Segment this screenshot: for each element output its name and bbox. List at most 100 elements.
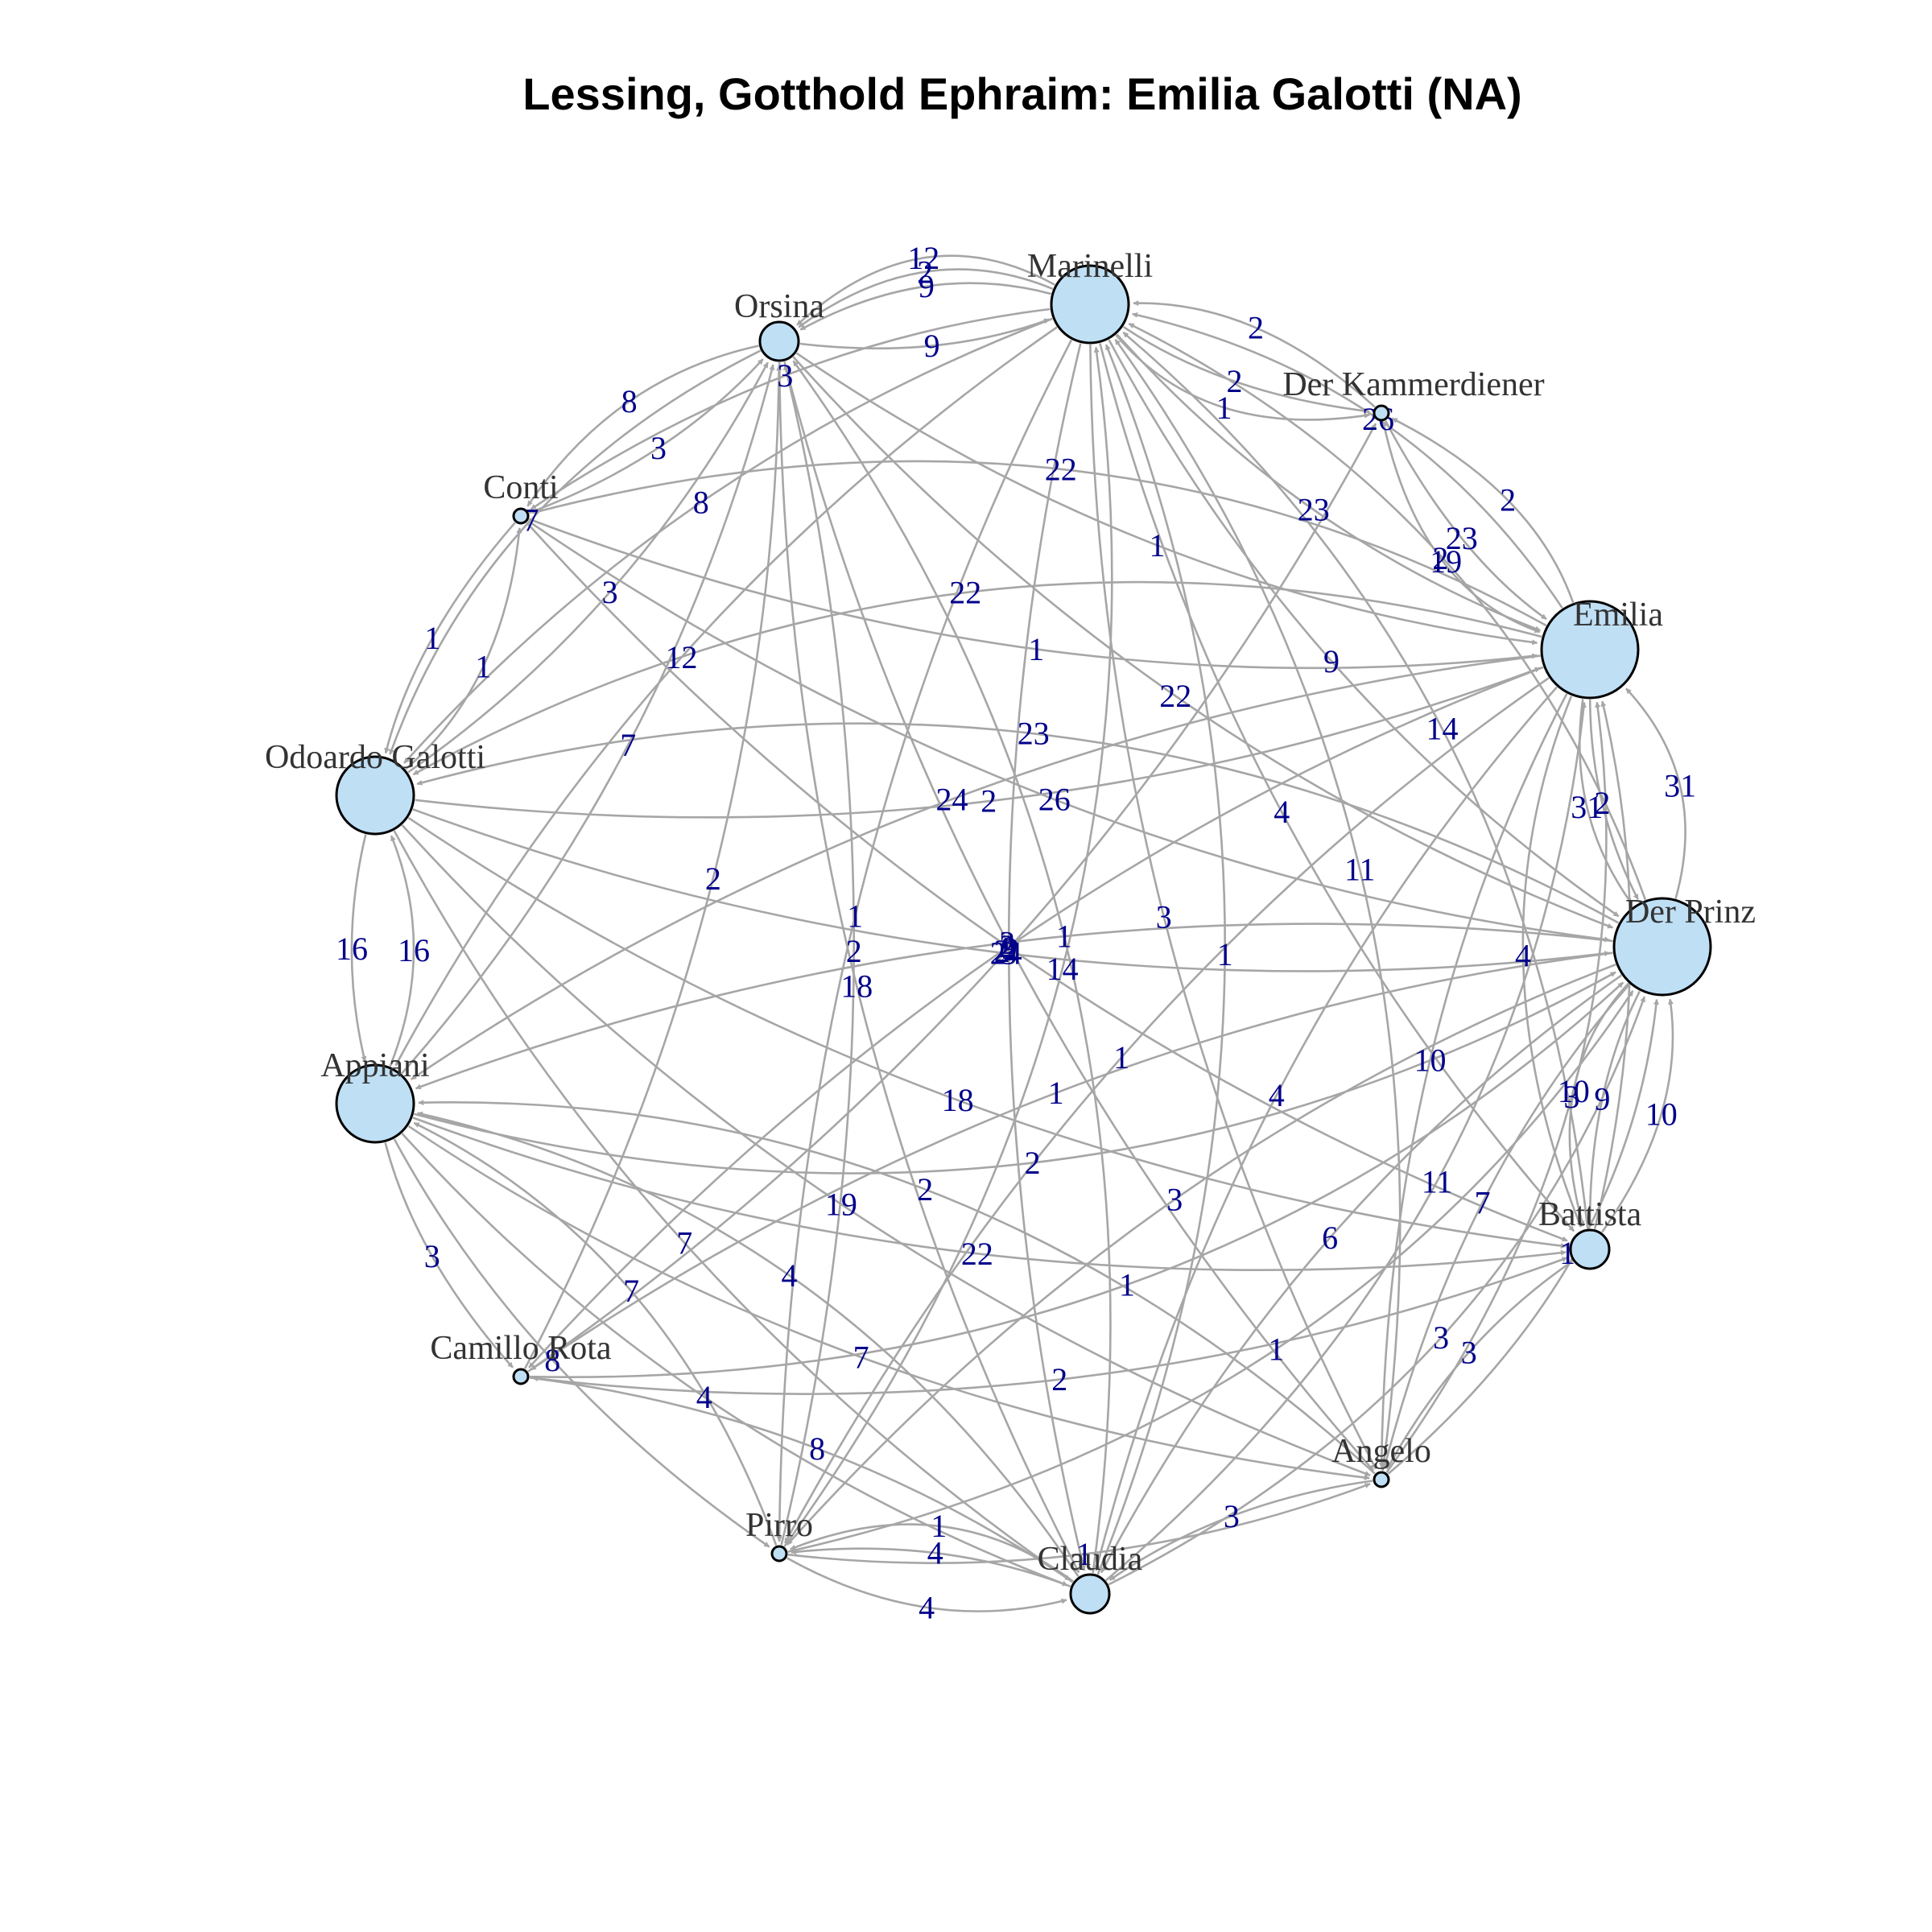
node-circle — [335, 755, 415, 836]
edge-odoardo-galotti-to-orsina — [407, 361, 769, 774]
edge-claudia-to-orsina — [792, 360, 1112, 1574]
edge-marinelli-to-orsina — [798, 268, 1054, 328]
edge-weight-label: 7 — [676, 1225, 692, 1261]
edge-weight-label: 2 — [1227, 363, 1243, 399]
edge-emilia-to-der-prinz — [1588, 699, 1639, 900]
edges-layer — [350, 254, 1686, 1612]
edge-appiani-to-orsina — [401, 364, 775, 1075]
node-label: Angelo — [1331, 1433, 1431, 1470]
edge-conti-to-emilia — [528, 518, 1538, 670]
edge-marinelli-to-appiani — [394, 326, 1058, 1067]
edge-weight-label: 7 — [620, 727, 636, 763]
edge-weight-label: 2 — [846, 933, 862, 969]
edge-weight-label: 24 — [990, 935, 1022, 972]
node-pirro: Pirro — [745, 1507, 813, 1563]
edge-weight-label: 22 — [949, 575, 981, 611]
edge-appiani-to-claudia — [401, 1133, 1068, 1587]
edge-odoardo-galotti-to-battista — [407, 816, 1567, 1249]
node-label: Der Kammerdiener — [1282, 366, 1544, 403]
edge-weight-label: 9 — [1001, 930, 1018, 966]
edge-weight-label: 24 — [936, 781, 968, 817]
edge-marinelli-to-orsina — [799, 282, 1052, 331]
edge-claudia-to-emilia — [1104, 701, 1587, 1582]
edge-orsina-to-der-prinz — [792, 356, 1614, 929]
edge-weight-label: 9 — [919, 268, 935, 304]
edge-orsina-to-conti — [526, 345, 759, 507]
node-orsina: Orsina — [734, 288, 824, 362]
edge-weight-label: 1 — [1150, 527, 1166, 564]
node-circle — [1569, 1228, 1611, 1270]
nodes-layer: Marinelli Orsina Der Kammerdiener Conti Emil… — [265, 248, 1756, 1615]
edge-claudia-to-appiani — [417, 1111, 1080, 1578]
node-camillo-rota: Camillo Rota — [430, 1330, 612, 1385]
edge-weight-label: 8 — [809, 1430, 825, 1467]
edge-pirro-to-angelo — [787, 1483, 1371, 1564]
node-label: Battista — [1538, 1196, 1642, 1233]
edge-weight-label: 3 — [1433, 1319, 1449, 1356]
edge-emilia-to-pirro — [783, 677, 1550, 1544]
edge-weight-label: 1 — [1076, 1536, 1092, 1572]
node-circle — [512, 507, 530, 525]
edge-weight-label: 2 — [1594, 785, 1610, 821]
edge-battista-to-angelo — [1386, 1260, 1574, 1470]
edge-orsina-to-angelo — [783, 361, 1375, 1472]
edge-weight-label: 9 — [1323, 643, 1340, 679]
edge-weight-label: 3 — [777, 357, 793, 394]
edge-weight-label: 3 — [424, 1238, 440, 1274]
edge-pirro-to-claudia — [786, 1557, 1067, 1612]
edge-marinelli-to-der-kammerdiener — [1122, 325, 1370, 414]
edge-emilia-to-der-prinz — [1579, 699, 1633, 905]
edge-weight-label: 1 — [475, 649, 491, 685]
node-marinelli: Marinelli — [1027, 248, 1153, 345]
edge-weight-label: 2 — [705, 861, 721, 897]
edge-camillo-rota-to-orsina — [523, 365, 782, 1369]
edge-der-prinz-to-appiani — [415, 923, 1613, 1090]
node-odoardo-galotti: Odoardo Galotti — [265, 739, 485, 836]
edge-der-prinz-to-pirro — [786, 963, 1616, 1546]
edge-weight-label: 22 — [961, 1236, 993, 1272]
edge-weight-label: 11 — [1422, 1163, 1453, 1199]
edge-weight-label: 10 — [1645, 1096, 1678, 1133]
edge-pirro-to-marinelli — [783, 346, 1113, 1547]
edge-weight-label: 4 — [1269, 1077, 1285, 1113]
node-circle — [1069, 1573, 1111, 1615]
edge-weight-label: 10 — [1414, 1042, 1447, 1078]
node-circle — [770, 1545, 788, 1563]
edge-weight-label: 8 — [693, 485, 709, 521]
node-circle — [512, 1368, 530, 1385]
edge-pirro-to-appiani — [413, 1121, 778, 1546]
edge-marinelli-to-emilia — [1116, 333, 1542, 632]
node-circle — [1050, 264, 1130, 345]
node-label: Emilia — [1573, 597, 1663, 634]
edge-claudia-to-pirro — [791, 1547, 1071, 1587]
edge-weight-label: 7 — [853, 1340, 869, 1376]
edge-weight-label: 19 — [825, 1186, 857, 1222]
edge-weight-label: 2 — [1500, 482, 1516, 518]
edge-odoardo-galotti-to-der-prinz — [412, 808, 1611, 972]
edge-weight-label: 18 — [942, 1082, 974, 1118]
edge-camillo-rota-to-der-kammerdiener — [527, 423, 1377, 1373]
edge-weight-label: 19 — [1430, 543, 1462, 580]
page-title: Lessing, Gotthold Ephraim: Emilia Galott… — [522, 68, 1522, 119]
edge-battista-to-marinelli — [1122, 331, 1589, 1229]
edge-weight-label: 2 — [917, 254, 933, 290]
edge-weight-label: 1 — [1217, 936, 1233, 972]
edge-orsina-to-claudia — [778, 361, 1080, 1574]
edge-weight-label: 4 — [927, 1535, 943, 1571]
edge-weight-label: 23 — [1446, 520, 1478, 556]
edge-der-prinz-to-camillo-rota — [530, 952, 1613, 1371]
edge-emilia-to-odoardo-galotti — [412, 580, 1542, 776]
edge-weight-label: 1 — [1268, 1331, 1284, 1367]
edge-weight-label: 16 — [398, 932, 430, 968]
edge-angelo-to-claudia — [1108, 1480, 1373, 1581]
node-label: Odoardo Galotti — [265, 739, 485, 776]
node-label: Camillo Rota — [430, 1330, 612, 1367]
edge-weight-label: 1 — [1028, 631, 1044, 667]
node-label: Marinelli — [1027, 248, 1153, 285]
node-circle — [1373, 404, 1390, 422]
edge-weight-label: 22 — [1159, 678, 1191, 714]
edge-weight-label: 14 — [1426, 711, 1459, 747]
edge-weight-label: 8 — [544, 1342, 560, 1378]
node-der-prinz: Der Prinz — [1612, 894, 1756, 997]
